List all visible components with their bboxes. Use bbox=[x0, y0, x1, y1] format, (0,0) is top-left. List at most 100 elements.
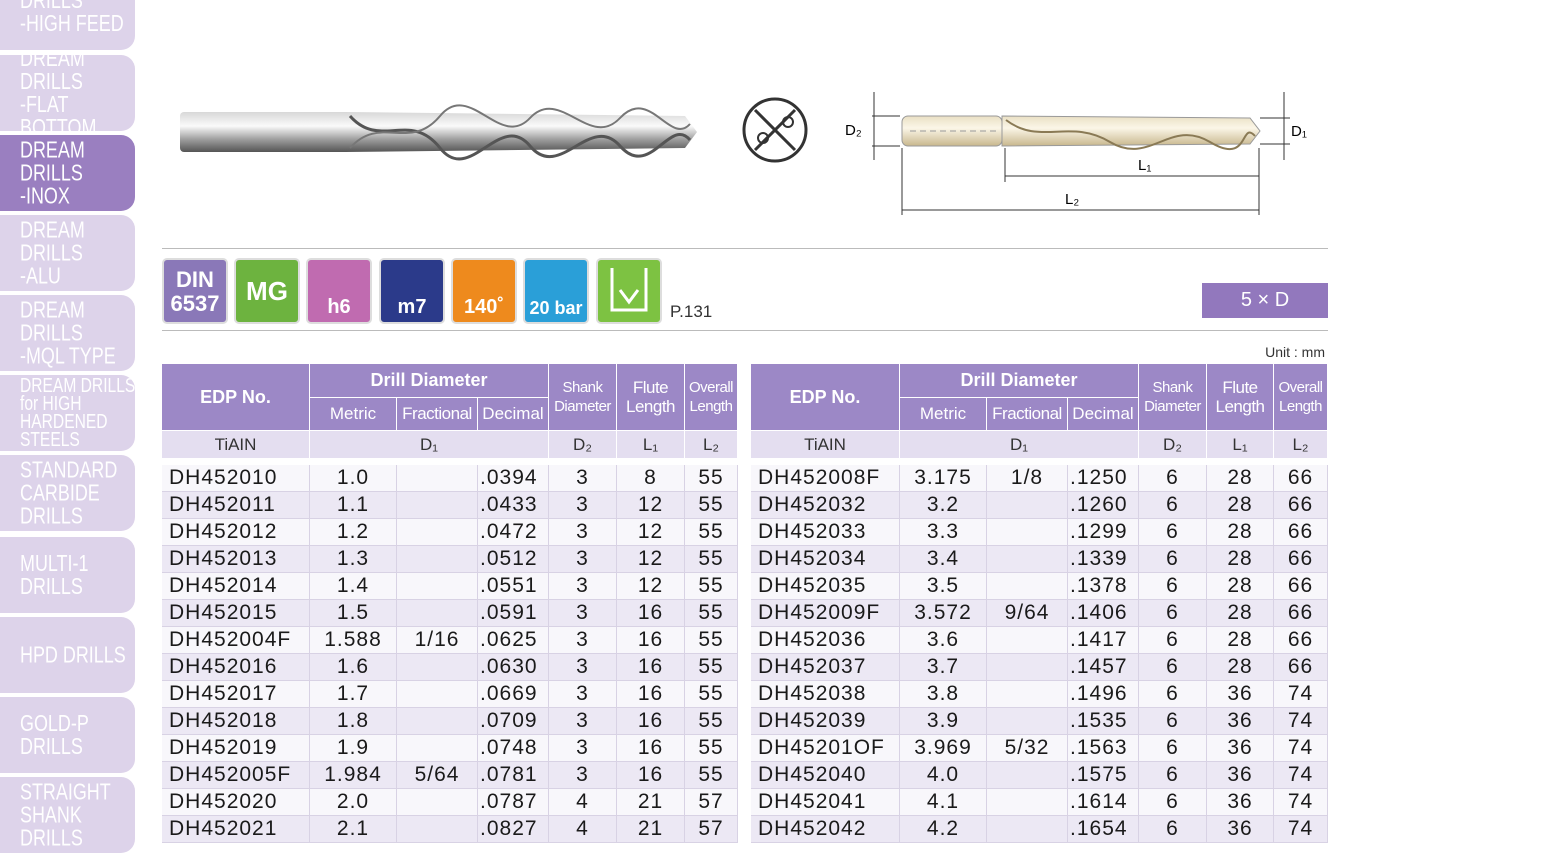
table-cell: 4.2 bbox=[900, 816, 987, 843]
table-cell: 74 bbox=[1274, 735, 1328, 762]
table-cell: 3 bbox=[549, 573, 617, 600]
table-cell: 55 bbox=[685, 546, 738, 573]
table-cell: 74 bbox=[1274, 762, 1328, 789]
feature-icon: MG bbox=[234, 258, 300, 324]
table-cell: 6 bbox=[1139, 816, 1207, 843]
table-cell: 66 bbox=[1274, 600, 1328, 627]
tab-label: DREAM DRILLS -MQL TYPE bbox=[20, 296, 116, 369]
table-cell: 1.0 bbox=[310, 465, 397, 492]
header-cell: Overall Length bbox=[685, 364, 738, 431]
table-cell: 6 bbox=[1139, 465, 1207, 492]
subheader-cell: D₂ bbox=[1139, 431, 1207, 458]
table-cell: 55 bbox=[685, 762, 738, 789]
table-cell: .0781 bbox=[478, 762, 549, 789]
table-cell: DH452040 bbox=[751, 762, 900, 789]
table-cell bbox=[987, 627, 1068, 654]
table-cell: .1378 bbox=[1068, 573, 1139, 600]
table-cell: DH452041 bbox=[751, 789, 900, 816]
table-cell bbox=[987, 546, 1068, 573]
table-cell: 5/32 bbox=[987, 735, 1068, 762]
table-cell: 6 bbox=[1139, 654, 1207, 681]
table-cell bbox=[987, 654, 1068, 681]
table-cell: 16 bbox=[617, 600, 685, 627]
table-cell: 66 bbox=[1274, 546, 1328, 573]
header-cell: Fractional bbox=[397, 398, 478, 431]
tab-label: DRILLS -HIGH FEED bbox=[20, 0, 124, 36]
table-cell: 3.7 bbox=[900, 654, 987, 681]
table-cell: .1417 bbox=[1068, 627, 1139, 654]
sidebar-tab[interactable]: DRILLS -HIGH FEED bbox=[0, 0, 135, 50]
sidebar-tab[interactable]: DREAM DRILLS -ALU bbox=[0, 215, 135, 291]
table-cell bbox=[987, 816, 1068, 843]
table-cell: 36 bbox=[1207, 816, 1274, 843]
table-cell: 28 bbox=[1207, 465, 1274, 492]
header-cell: EDP No. bbox=[162, 364, 310, 431]
table-cell: 6 bbox=[1139, 789, 1207, 816]
table-cell: .0551 bbox=[478, 573, 549, 600]
header-cell: Flute Length bbox=[617, 364, 685, 431]
table-cell: 3 bbox=[549, 708, 617, 735]
subheader-cell: L₂ bbox=[1274, 431, 1328, 458]
tab-label: STANDARD CARBIDE DRILLS bbox=[20, 456, 118, 529]
divider bbox=[162, 248, 1328, 249]
table-cell: 55 bbox=[685, 465, 738, 492]
table-cell: 6 bbox=[1139, 627, 1207, 654]
table-cell: .1614 bbox=[1068, 789, 1139, 816]
table-cell: 6 bbox=[1139, 735, 1207, 762]
table-cell: DH452037 bbox=[751, 654, 900, 681]
tab-label: DREAM DRILLS for HIGH HARDENED STEELS bbox=[20, 375, 135, 451]
drill-illustration: D₂ D₁ L₁ L₂ bbox=[180, 92, 1307, 215]
table-cell: .0709 bbox=[478, 708, 549, 735]
table-cell: DH452016 bbox=[162, 654, 310, 681]
table-cell: 6 bbox=[1139, 546, 1207, 573]
table-cell: 4.1 bbox=[900, 789, 987, 816]
table-cell: 6 bbox=[1139, 681, 1207, 708]
sidebar-tab[interactable]: STANDARD CARBIDE DRILLS bbox=[0, 455, 135, 531]
table-cell bbox=[987, 708, 1068, 735]
table-cell: .0472 bbox=[478, 519, 549, 546]
sidebar-tab[interactable]: STRAIGHT SHANK DRILLS bbox=[0, 777, 135, 853]
table-cell: 1.6 bbox=[310, 654, 397, 681]
header-cell: Decimal bbox=[1068, 398, 1139, 431]
table-cell: .1260 bbox=[1068, 492, 1139, 519]
table-cell: 6 bbox=[1139, 573, 1207, 600]
subheader-cell: D₁ bbox=[310, 431, 549, 458]
table-cell: DH452014 bbox=[162, 573, 310, 600]
sidebar-tab[interactable]: DREAM DRILLS -FLAT BOTTOM bbox=[0, 55, 135, 131]
table-cell: 3.5 bbox=[900, 573, 987, 600]
table-cell: 1.2 bbox=[310, 519, 397, 546]
table-cell: 8 bbox=[617, 465, 685, 492]
table-cell: 28 bbox=[1207, 573, 1274, 600]
table-cell: 3.175 bbox=[900, 465, 987, 492]
header-cell: Drill Diameter bbox=[310, 364, 549, 398]
table-cell: .1299 bbox=[1068, 519, 1139, 546]
feature-icon: 20 bar bbox=[523, 258, 589, 324]
table-cell: 57 bbox=[685, 789, 738, 816]
table-cell: 28 bbox=[1207, 654, 1274, 681]
table-cell: 2.0 bbox=[310, 789, 397, 816]
sidebar-tab[interactable]: DREAM DRILLS -MQL TYPE bbox=[0, 295, 135, 371]
table-cell: DH452035 bbox=[751, 573, 900, 600]
header-cell: Metric bbox=[900, 398, 987, 431]
table-cell: 1.588 bbox=[310, 627, 397, 654]
tab-label: MULTI-1 DRILLS bbox=[20, 550, 89, 599]
table-cell: 6 bbox=[1139, 492, 1207, 519]
sidebar-tab[interactable]: DREAM DRILLS for HIGH HARDENED STEELS bbox=[0, 375, 135, 451]
subheader-cell: D₂ bbox=[549, 431, 617, 458]
table-cell bbox=[397, 600, 478, 627]
table-cell: 1.8 bbox=[310, 708, 397, 735]
table-cell: .0433 bbox=[478, 492, 549, 519]
header-cell: Overall Length bbox=[1274, 364, 1328, 431]
table-cell: 66 bbox=[1274, 627, 1328, 654]
table-cell bbox=[397, 654, 478, 681]
table-cell: 74 bbox=[1274, 789, 1328, 816]
sidebar-tab[interactable]: DREAM DRILLS -INOX bbox=[0, 135, 135, 211]
sidebar-tab[interactable]: GOLD-P DRILLS bbox=[0, 697, 135, 773]
table-cell: DH452021 bbox=[162, 816, 310, 843]
sidebar-tab[interactable]: HPD DRILLS bbox=[0, 617, 135, 693]
table-cell: .0625 bbox=[478, 627, 549, 654]
sidebar-tab[interactable]: MULTI-1 DRILLS bbox=[0, 537, 135, 613]
table-cell: 3.4 bbox=[900, 546, 987, 573]
table-cell: 3 bbox=[549, 654, 617, 681]
